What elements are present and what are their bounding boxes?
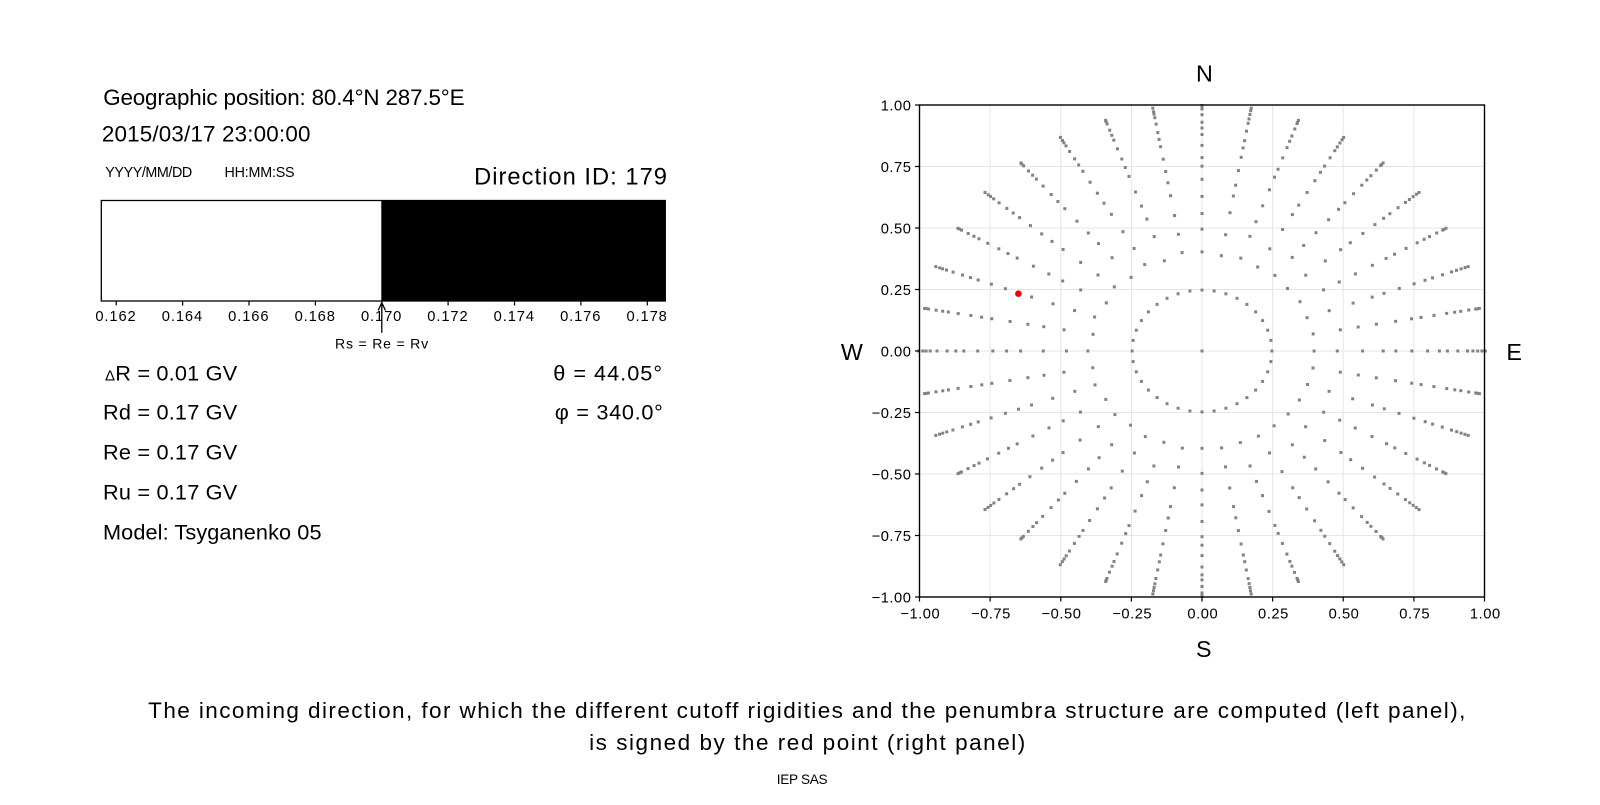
svg-text:0.00: 0.00: [881, 345, 912, 361]
svg-text:is signed by the red point (ri: is signed by the red point (right panel): [589, 730, 1027, 755]
svg-text:HH:MM:SS: HH:MM:SS: [225, 165, 295, 181]
svg-text:0.25: 0.25: [1258, 607, 1289, 623]
svg-text:Geographic position: 80.4°N 28: Geographic position: 80.4°N 287.5°E: [103, 85, 464, 110]
svg-text:Rs = Re = Rv: Rs = Re = Rv: [335, 336, 429, 352]
svg-text:E: E: [1506, 339, 1522, 365]
svg-text:0.172: 0.172: [427, 309, 468, 325]
svg-text:0.164: 0.164: [162, 309, 203, 325]
svg-text:θ = 44.05°: θ = 44.05°: [553, 361, 663, 386]
svg-text:0.75: 0.75: [881, 160, 912, 176]
svg-text:W: W: [841, 339, 863, 365]
svg-text:0.75: 0.75: [1399, 607, 1430, 623]
svg-text:2015/03/17 23:00:00: 2015/03/17 23:00:00: [102, 122, 311, 147]
svg-text:0.00: 0.00: [1187, 607, 1218, 623]
svg-text:−1.00: −1.00: [872, 591, 912, 607]
svg-text:Direction ID: 179: Direction ID: 179: [474, 164, 668, 190]
svg-text:0.50: 0.50: [1329, 607, 1360, 623]
svg-text:1.00: 1.00: [881, 99, 912, 115]
svg-text:IEP SAS: IEP SAS: [777, 772, 828, 787]
svg-text:−0.50: −0.50: [1042, 607, 1082, 623]
svg-text:S: S: [1196, 636, 1212, 662]
svg-text:−1.00: −1.00: [900, 607, 940, 623]
svg-text:0.25: 0.25: [881, 283, 912, 299]
svg-text:N: N: [1196, 60, 1213, 86]
svg-text:Rd = 0.17 GV: Rd = 0.17 GV: [103, 399, 238, 424]
svg-text:0.176: 0.176: [560, 309, 601, 325]
svg-text:Ru = 0.17 GV: Ru = 0.17 GV: [103, 479, 238, 504]
svg-text:1.00: 1.00: [1470, 607, 1501, 623]
svg-text:0.174: 0.174: [494, 309, 535, 325]
svg-text:Re = 0.17 GV: Re = 0.17 GV: [103, 439, 238, 464]
svg-text:0.166: 0.166: [228, 309, 269, 325]
svg-text:0.162: 0.162: [95, 309, 136, 325]
svg-text:0.168: 0.168: [295, 309, 336, 325]
svg-text:−0.75: −0.75: [971, 607, 1011, 623]
svg-text:−0.25: −0.25: [1112, 607, 1152, 623]
svg-text:The incoming direction, for wh: The incoming direction, for which the di…: [148, 698, 1467, 723]
svg-text:Model: Tsyganenko 05: Model: Tsyganenko 05: [103, 519, 322, 544]
svg-text:0.50: 0.50: [881, 222, 912, 238]
svg-text:0.178: 0.178: [626, 309, 667, 325]
svg-text:−0.50: −0.50: [872, 468, 912, 484]
svg-text:φ = 340.0°: φ = 340.0°: [555, 399, 664, 424]
svg-text:−0.25: −0.25: [872, 406, 912, 422]
svg-text:ΔR = 0.01 GV: ΔR = 0.01 GV: [105, 361, 238, 386]
svg-text:YYYY/MM/DD: YYYY/MM/DD: [105, 165, 192, 181]
svg-text:−0.75: −0.75: [872, 529, 912, 545]
